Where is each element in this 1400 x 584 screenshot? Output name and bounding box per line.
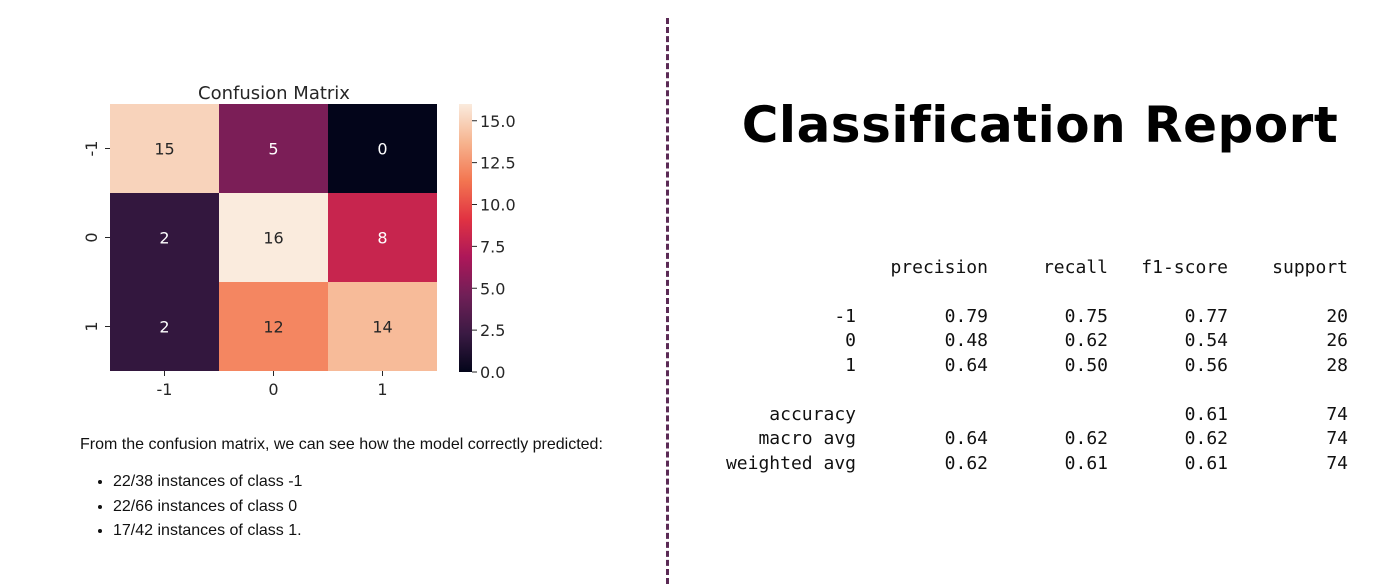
heatmap-cell [110,282,219,371]
row-f1: 0.54 [1184,330,1228,352]
y-tick-label: 1 [82,321,101,331]
heatmap-cell [219,104,328,193]
y-tick-label: -1 [82,141,101,157]
cell-annotation: 12 [263,318,283,337]
row-precision: 0.48 [944,330,988,352]
spacer-row [700,280,1348,305]
explanation-list: 22/38 instances of class -1 22/66 instan… [80,470,660,544]
heatmap-cells [110,104,437,371]
row-label: weighted avg [725,452,856,474]
x-tick-label: 1 [377,380,387,399]
heatmap-cell [328,104,437,193]
colorbar-tick-label: 7.5 [480,237,505,256]
heatmap-cell [110,104,219,193]
row-precision: 0.64 [944,354,988,376]
y-tick-label: 0 [82,232,101,242]
row-f1: 0.62 [1184,428,1228,450]
row-f1: 0.56 [1184,354,1228,376]
row-recall: 0.62 [1064,330,1108,352]
colorbar-tick-label: 0.0 [480,363,505,382]
cell-annotation: 15 [154,140,174,159]
cell-annotation: 14 [372,318,392,337]
row-support: 26 [1326,330,1348,352]
x-tick-label: -1 [157,380,173,399]
explanation-intro: From the confusion matrix, we can see ho… [80,436,603,453]
colorbar-tick-label: 15.0 [480,112,516,131]
row-recall: 0.75 [1064,305,1108,327]
heatmap-cell [110,193,219,282]
row-support: 74 [1326,428,1348,450]
colorbar-ticks: 0.0 2.5 5.0 7.5 10.0 12.5 15.0 [472,112,516,382]
y-axis-ticks: -1 0 1 [82,141,110,332]
row-precision [856,402,988,427]
row-recall: 0.50 [1064,354,1108,376]
spacer-row [700,378,1348,403]
table-row: 0 0.48 0.62 0.54 26 [700,329,1348,354]
cell-annotation: 8 [377,229,387,248]
heatmap-cell [219,193,328,282]
heatmap-cell [328,193,437,282]
table-row: 1 0.64 0.50 0.56 28 [700,353,1348,378]
row-f1: 0.61 [1184,452,1228,474]
colorbar [459,104,472,372]
row-precision: 0.62 [944,452,988,474]
row-recall: 0.61 [1064,452,1108,474]
table-row: accuracy 0.61 74 [700,402,1348,427]
x-tick-label: 0 [268,380,278,399]
list-item: 17/42 instances of class 1. [113,519,660,544]
table-row: macro avg 0.64 0.62 0.62 74 [700,427,1348,452]
row-support: 20 [1326,305,1348,327]
chart-title: Confusion Matrix [198,83,350,104]
row-label: macro avg [758,428,856,450]
row-recall [988,402,1108,427]
list-item: 22/38 instances of class -1 [113,470,660,495]
spacer-cell [700,280,1348,305]
row-label: accuracy [769,403,856,425]
colorbar-tick-label: 2.5 [480,321,505,340]
row-f1: 0.77 [1184,305,1228,327]
header-f1-score: f1-score [1141,256,1228,278]
table-header-row: precision recall f1-score support [700,255,1348,280]
cell-annotation: 16 [263,229,283,248]
cell-annotation: 0 [377,140,387,159]
report-title: Classification Report [741,96,1339,154]
row-support: 28 [1326,354,1348,376]
row-support: 74 [1326,452,1348,474]
heatmap-cell [328,282,437,371]
row-precision: 0.79 [944,305,988,327]
x-axis-ticks: -1 0 1 [157,371,388,399]
spacer-cell [700,378,1348,403]
cell-annotation: 2 [159,318,169,337]
header-precision: precision [890,256,988,278]
row-support: 74 [1326,403,1348,425]
row-precision: 0.64 [944,428,988,450]
cell-annotation: 2 [159,229,169,248]
row-label: -1 [834,305,856,327]
header-label-cell [700,255,856,280]
table-row: weighted avg 0.62 0.61 0.61 74 [700,451,1348,476]
colorbar-tick-label: 10.0 [480,196,516,215]
classification-report-table: precision recall f1-score support -1 0.7… [700,255,1348,476]
header-recall: recall [1042,256,1108,278]
explanation-block: From the confusion matrix, we can see ho… [80,436,660,544]
colorbar-tick-label: 12.5 [480,154,516,173]
cell-annotation: 5 [268,140,278,159]
list-item: 22/66 instances of class 0 [113,495,660,520]
section-divider [666,18,669,584]
confusion-matrix-chart: Confusion Matrix 15 5 02 16 82 12 14 -1 0 1 -101… [82,83,516,399]
heatmap-cell [219,282,328,371]
row-recall: 0.62 [1064,428,1108,450]
table-row: -1 0.79 0.75 0.77 20 [700,304,1348,329]
row-label: 0 [845,330,856,352]
heatmap-annotations: 15 5 0 2 16 8 2 12 14 [154,140,392,337]
row-f1: 0.61 [1184,403,1228,425]
header-support: support [1272,256,1348,278]
colorbar-tick-label: 5.0 [480,279,505,298]
row-label: 1 [845,354,856,376]
